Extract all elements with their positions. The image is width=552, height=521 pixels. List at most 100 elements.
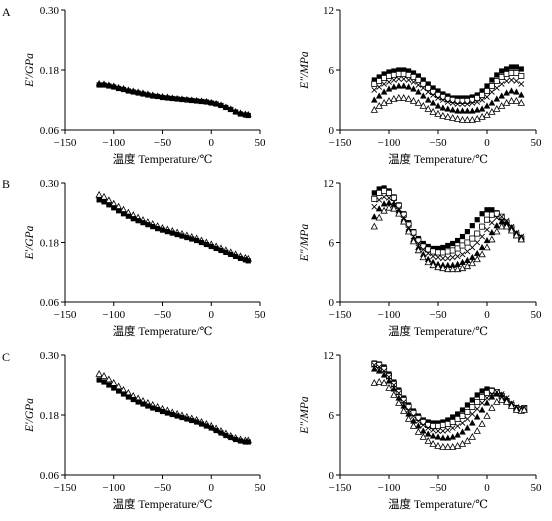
data-point [101,199,107,205]
data-point [419,253,427,261]
data-point [405,403,412,410]
data-point [479,393,486,400]
data-point [498,92,506,99]
data-point [106,83,112,89]
x-tick-label: 50 [255,137,267,149]
data-point [479,223,486,230]
data-point [381,81,388,87]
data-point [454,107,461,114]
data-point [479,388,485,394]
data-point [409,421,418,429]
data-point [419,432,427,440]
data-point [464,402,470,408]
data-point [429,432,437,439]
data-point [439,249,446,256]
data-point [488,403,496,411]
data-point [498,213,505,220]
data-point [469,411,476,417]
panel-label-a: A [2,5,11,19]
data-point [155,226,161,232]
data-point [424,258,432,266]
data-point [468,432,476,440]
data-point [390,94,398,102]
chart-panel-4: −150 −100 −50 0 50 0 6 12 温度 Temperature/℃ E″/MPa [299,178,542,338]
y-axis-title: E′/GPa [24,53,36,88]
data-point [218,247,224,254]
data-point [449,106,457,113]
data-point [159,227,166,233]
data-point [468,419,476,426]
data-point [391,68,397,74]
data-point [371,81,378,88]
chart-panel-3: −150 −100 −50 0 50 0.06 0.18 0.30 温度 Temperature… [24,178,266,338]
data-point [120,86,127,93]
data-point [479,97,486,103]
data-point [488,387,495,394]
data-point [420,246,427,253]
data-point [464,228,470,235]
data-point [150,405,156,411]
data-point [483,389,490,396]
data-point [164,410,170,416]
y-axis-title: E′/GPa [24,398,36,433]
data-point [458,115,467,123]
data-point [444,248,451,255]
data-point [463,436,472,444]
data-point [375,377,383,385]
data-point [376,84,383,90]
data-point [488,89,495,95]
data-point [498,395,506,403]
x-tick-label: −50 [154,137,172,149]
data-point [386,374,392,380]
y-tick-label: 0.06 [40,297,60,309]
data-point [213,101,219,107]
data-point [439,111,447,119]
data-point [459,258,466,265]
data-point [464,107,471,114]
data-point [385,73,392,80]
y-tick-label: 12 [323,178,334,190]
data-point [380,378,388,386]
chart-panel-6: −150 −100 −50 0 50 0 6 12 温度 Temperature/℃ E″/MPa [299,350,542,511]
data-point [194,419,200,425]
x-tick-label: −150 [329,482,352,494]
data-point [233,109,239,115]
data-point [459,407,466,413]
data-point [179,96,185,103]
series-2 [96,377,251,445]
y-axis-title: E″/MPa [299,51,311,90]
data-point [469,223,475,229]
data-point [401,67,407,73]
data-point [96,82,102,88]
y-tick-label: 6 [329,65,335,77]
data-point [483,243,491,251]
data-point [479,211,485,217]
data-point [454,253,461,260]
data-point [508,64,515,70]
data-point [450,414,456,420]
data-point [518,73,525,80]
data-point [444,105,452,112]
x-tick-label: −100 [102,482,125,494]
data-point [444,99,451,105]
y-axis-title: E″/MPa [299,396,311,435]
data-point [449,254,456,261]
data-point [400,217,408,225]
data-point [473,114,481,122]
data-point [454,245,461,252]
data-point [198,239,205,246]
data-point [474,239,481,246]
data-point [376,189,383,196]
data-point [430,92,437,98]
data-point [425,250,432,257]
data-point [208,425,214,431]
data-point [371,362,378,368]
data-point [184,416,190,422]
data-point [449,113,457,121]
data-point [150,224,156,230]
y-tick-label: 0.18 [40,65,60,77]
data-point [380,88,388,95]
series-5 [370,93,525,123]
data-point [453,265,462,273]
data-point [434,109,442,117]
